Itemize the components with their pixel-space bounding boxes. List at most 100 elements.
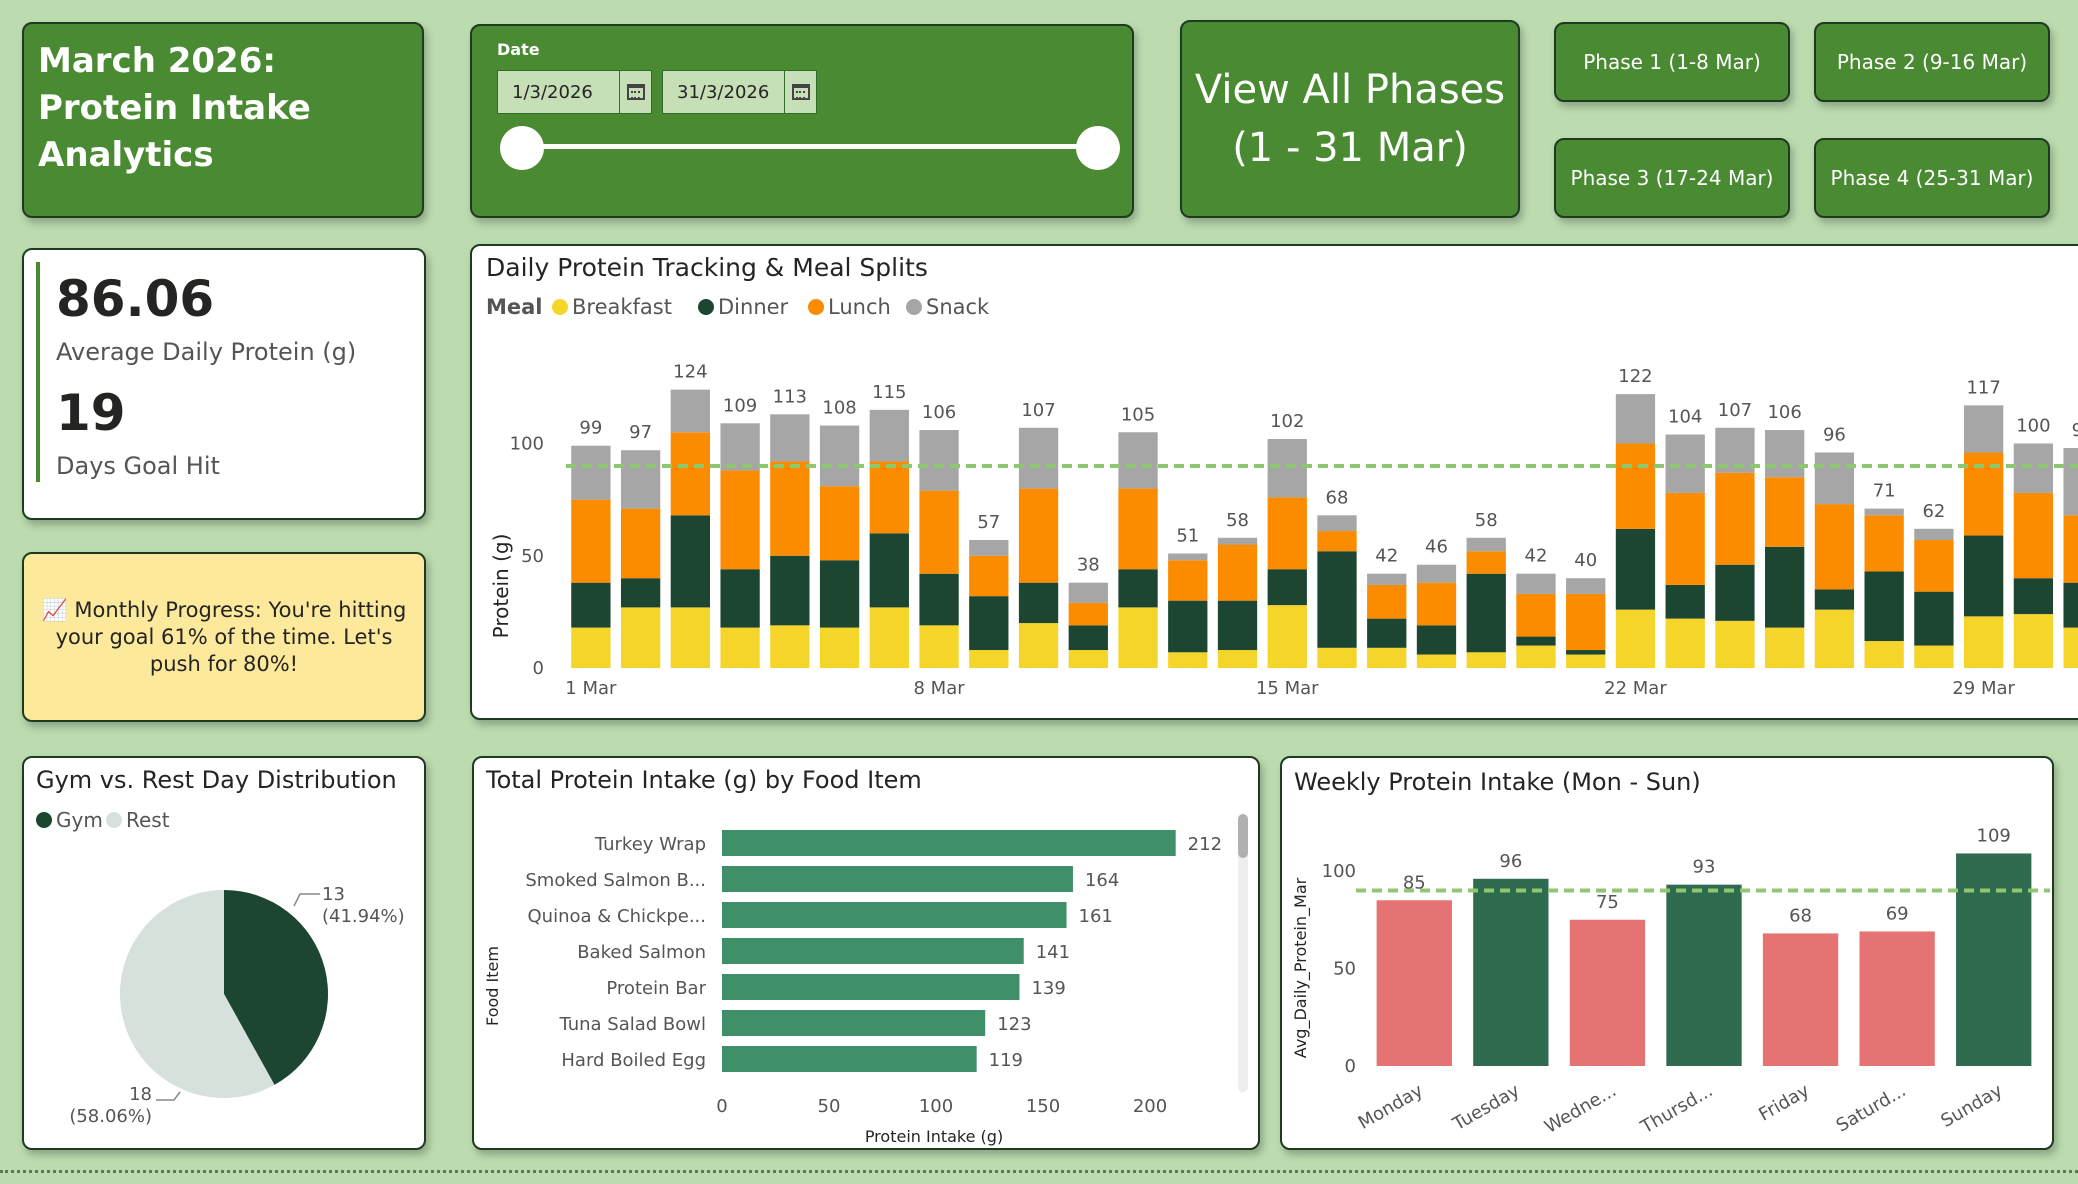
date-slicer: Date 1/3/2026 31/3/2026 xyxy=(470,24,1134,218)
phase-2-label: Phase 2 (9-16 Mar) xyxy=(1836,50,2028,74)
weekly-y-tick-0: 0 xyxy=(1345,1056,1356,1077)
daily-bar-segment-lunch xyxy=(1168,560,1208,601)
weekly-bar-5 xyxy=(1859,931,1935,1066)
daily-x-tick-label: 1 Mar xyxy=(565,678,617,699)
daily-bar-segment-lunch xyxy=(1018,488,1059,583)
daily-x-tick-label: 22 Mar xyxy=(1604,678,1667,699)
daily-bar-segment-breakfast xyxy=(1217,650,1258,668)
daily-bar-segment-lunch xyxy=(2013,492,2054,579)
daily-bar-segment-lunch xyxy=(1715,472,1755,565)
monthly-progress-text: 📈 Monthly Progress: You're hitting your … xyxy=(41,597,407,676)
daily-bar-segment-dinner xyxy=(1118,569,1158,608)
daily-bar-segment-dinner xyxy=(2063,582,2078,628)
daily-bar-segment-breakfast xyxy=(1168,652,1208,668)
start-date-input[interactable]: 1/3/2026 xyxy=(497,70,652,114)
food-bar-value: 212 xyxy=(1188,834,1222,855)
daily-bar-segment-snack xyxy=(1267,439,1307,498)
daily-bar-segment-dinner xyxy=(770,555,810,626)
daily-total-label: 117 xyxy=(1966,377,2000,398)
daily-total-label: 57 xyxy=(977,512,1000,533)
daily-bar-segment-breakfast xyxy=(720,627,760,668)
rest-slice-value: 18 xyxy=(129,1084,152,1105)
start-date-value: 1/3/2026 xyxy=(512,81,593,103)
daily-bar-segment-snack xyxy=(1118,432,1158,489)
food-category-label: Quinoa & Chickpe... xyxy=(528,906,706,927)
weekly-x-tick-label: Friday xyxy=(1755,1080,1813,1126)
calendar-icon[interactable] xyxy=(784,71,816,113)
daily-bar-segment-dinner xyxy=(1715,564,1755,621)
food-bar xyxy=(722,866,1073,892)
daily-total-label: 42 xyxy=(1375,546,1398,567)
phase-4-button[interactable]: Phase 4 (25-31 Mar) xyxy=(1814,138,2050,218)
daily-total-label: 40 xyxy=(1574,550,1597,571)
daily-total-label: 105 xyxy=(1121,404,1155,425)
date-range-slider-track[interactable] xyxy=(522,144,1092,149)
daily-total-label: 62 xyxy=(1922,501,1945,522)
food-x-tick-50: 50 xyxy=(818,1096,841,1117)
gym-slice-percent: (41.94%) xyxy=(322,906,405,927)
daily-bar-segment-lunch xyxy=(1765,477,1805,547)
daily-total-label: 102 xyxy=(1270,411,1304,432)
days-goal-hit-value: 19 xyxy=(56,384,126,442)
daily-bar-segment-lunch xyxy=(869,461,909,534)
kpi-accent-bar xyxy=(36,262,40,482)
food-bar-value: 161 xyxy=(1079,906,1113,927)
daily-bar-segment-breakfast xyxy=(1864,641,1904,668)
phase-1-button[interactable]: Phase 1 (1-8 Mar) xyxy=(1554,22,1790,102)
daily-bar-segment-snack xyxy=(1317,515,1357,532)
legend-item-gym: Gym xyxy=(56,808,103,832)
date-range-start-handle[interactable] xyxy=(500,126,544,170)
daily-bar-segment-dinner xyxy=(1466,573,1506,653)
weekly-x-tick-label: Wedne... xyxy=(1541,1080,1620,1138)
calendar-icon[interactable] xyxy=(619,71,651,113)
daily-bar-segment-dinner xyxy=(869,533,909,608)
daily-bar-segment-snack xyxy=(1367,573,1407,585)
weekly-y-axis-label: Avg_Daily_Protein_Mar xyxy=(1291,877,1311,1058)
daily-total-label: 46 xyxy=(1425,537,1448,558)
weekly-y-tick-50: 50 xyxy=(1333,959,1356,980)
daily-bar-segment-lunch xyxy=(670,432,711,516)
food-x-tick-0: 0 xyxy=(716,1096,727,1117)
end-date-input[interactable]: 31/3/2026 xyxy=(662,70,817,114)
food-category-label: Protein Bar xyxy=(606,978,706,999)
food-category-label: Turkey Wrap xyxy=(594,834,706,855)
date-range-end-handle[interactable] xyxy=(1076,126,1120,170)
phase-3-button[interactable]: Phase 3 (17-24 Mar) xyxy=(1554,138,1790,218)
weekly-x-tick-label: Monday xyxy=(1355,1080,1427,1134)
daily-bar-segment-lunch xyxy=(1217,544,1258,601)
phase-2-button[interactable]: Phase 2 (9-16 Mar) xyxy=(1814,22,2050,102)
daily-bar-segment-breakfast xyxy=(819,627,860,668)
view-all-phases-button[interactable]: View All Phases (1 - 31 Mar) xyxy=(1180,20,1520,218)
daily-bar-segment-snack xyxy=(1416,564,1457,583)
weekly-protein-chart-card: Weekly Protein Intake (Mon - Sun) Avg_Dai… xyxy=(1280,756,2054,1150)
daily-bar-segment-breakfast xyxy=(1068,650,1108,668)
daily-bar-segment-snack xyxy=(720,423,760,471)
food-item-chart-card: Total Protein Intake (g) by Food Item Foo… xyxy=(472,756,1260,1150)
avg-daily-protein-value: 86.06 xyxy=(56,270,215,328)
legend-item-dinner: Dinner xyxy=(718,295,789,319)
daily-total-label: 107 xyxy=(1021,400,1055,421)
daily-bar-segment-breakfast xyxy=(1416,654,1457,668)
report-title-card: March 2026: Protein Intake Analytics xyxy=(22,22,424,218)
food-scrollbar-thumb[interactable] xyxy=(1238,814,1248,858)
weekly-bar-4 xyxy=(1762,933,1839,1066)
daily-total-label: 58 xyxy=(1226,510,1249,531)
food-chart-title: Total Protein Intake (g) by Food Item xyxy=(485,766,922,794)
weekly-chart-svg: Weekly Protein Intake (Mon - Sun) Avg_Dai… xyxy=(1291,768,2050,1138)
daily-bar-segment-lunch xyxy=(571,499,611,583)
daily-bar-segment-breakfast xyxy=(1317,647,1357,668)
daily-bar-segment-snack xyxy=(969,540,1009,556)
daily-bar-segment-breakfast xyxy=(1367,647,1407,668)
daily-total-label: 68 xyxy=(1326,487,1349,508)
daily-bar-segment-dinner xyxy=(969,596,1009,651)
daily-bar-segment-breakfast xyxy=(969,650,1009,668)
legend-item-lunch: Lunch xyxy=(828,295,891,319)
food-x-axis-label: Protein Intake (g) xyxy=(865,1127,1003,1146)
weekly-bar-value: 68 xyxy=(1789,905,1812,926)
daily-bar-segment-dinner xyxy=(1068,625,1108,651)
daily-bar-segment-dinner xyxy=(1516,636,1556,646)
daily-bar-segment-lunch xyxy=(969,555,1009,597)
daily-bar-segment-lunch xyxy=(919,490,959,574)
daily-total-label: 99 xyxy=(579,418,602,439)
food-bar xyxy=(722,974,1020,1000)
